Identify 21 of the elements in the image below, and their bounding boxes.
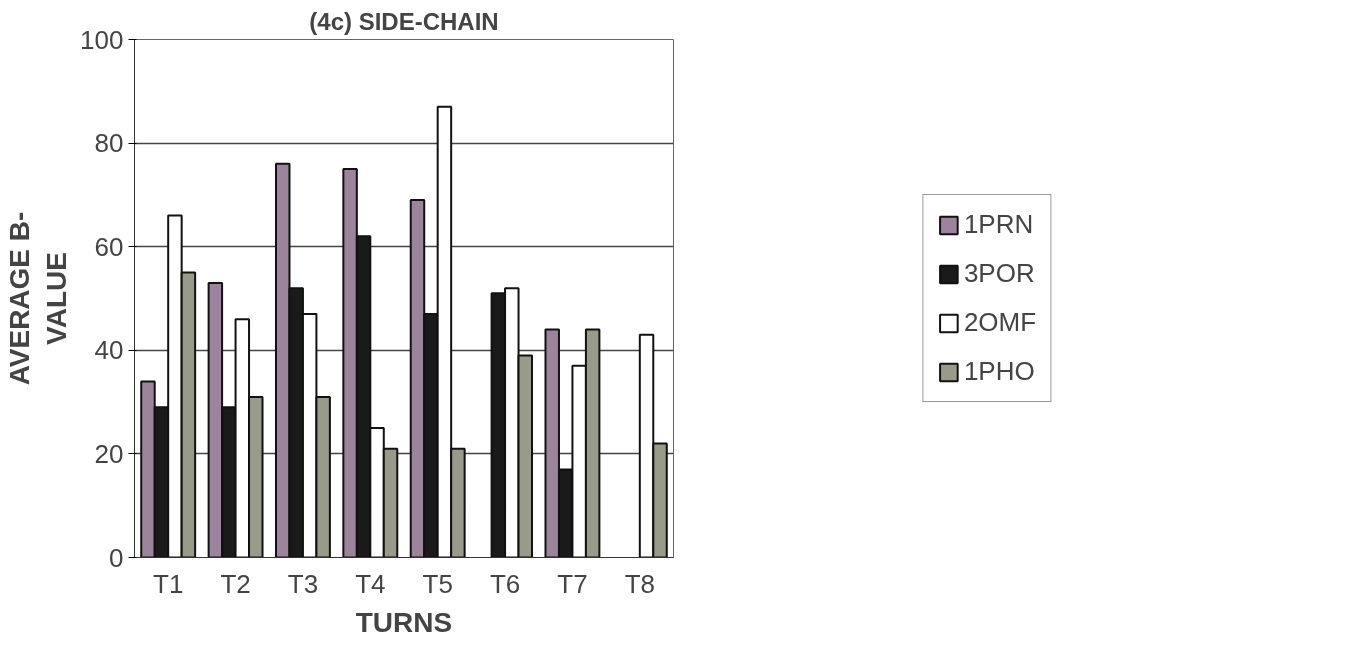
y-tick-label: 0 <box>109 542 124 573</box>
y-axis-title: AVERAGE B- VALUE <box>3 211 73 386</box>
y-tick-label: 100 <box>80 24 124 55</box>
x-tick-label: T1 <box>153 568 184 599</box>
legend-label: 3POR <box>963 258 1035 289</box>
legend-label: 1PRN <box>963 209 1034 240</box>
y-tick-label: 40 <box>94 335 124 366</box>
chart-title: (4c) SIDE-CHAIN <box>309 7 499 35</box>
y-tick-label: 60 <box>94 231 124 262</box>
legend-label: 2OMF <box>963 307 1037 338</box>
x-axis-title: TURNS <box>355 606 453 638</box>
y-tick-label: 80 <box>94 128 124 159</box>
x-tick-label: T5 <box>422 568 453 599</box>
x-tick-label: T3 <box>287 568 319 599</box>
legend-label: 1PHO <box>963 356 1035 387</box>
x-tick-label: T4 <box>355 568 386 599</box>
x-tick-label: T7 <box>557 568 588 599</box>
x-tick-label: T8 <box>624 568 655 599</box>
x-tick-label: T6 <box>489 568 521 599</box>
y-tick-label: 20 <box>94 438 124 469</box>
x-tick-label: T2 <box>220 568 251 599</box>
